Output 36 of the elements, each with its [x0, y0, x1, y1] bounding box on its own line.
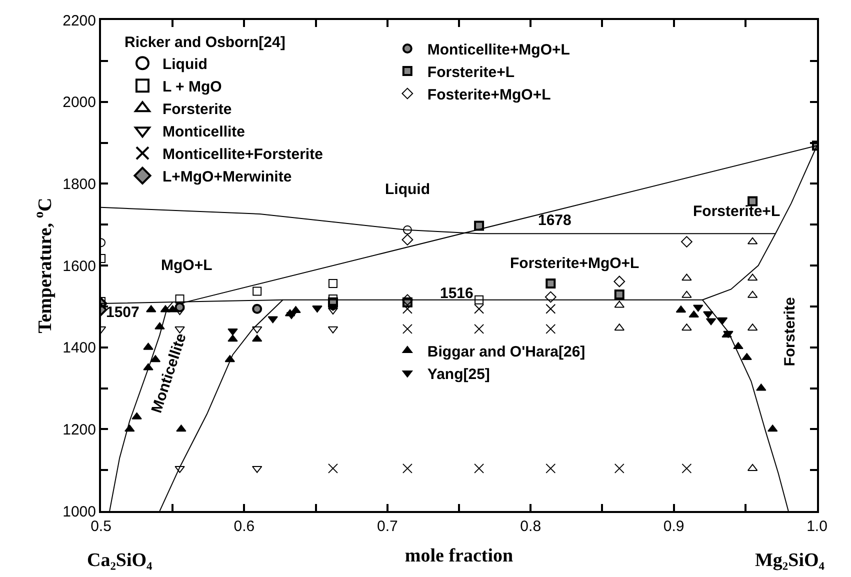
annotation: Forsterite — [782, 297, 799, 366]
annotation: 1516 — [440, 285, 474, 302]
annotation: Liquid — [385, 181, 430, 198]
legend-label: L+MgO+Merwinite — [162, 168, 292, 186]
legend-label: Monticellite+MgO+L — [427, 41, 570, 58]
y-tick-label: 2200 — [62, 12, 96, 30]
annotation: MgO+L — [161, 257, 212, 274]
legend-label: Forsterite+L — [427, 64, 515, 81]
legend-label: Fosterite+MgO+L — [427, 86, 551, 104]
x-tick-label: 0.7 — [376, 518, 398, 535]
legend-label: Liquid — [162, 56, 208, 73]
x-tick-label: 0.5 — [90, 518, 112, 535]
y-tick-label: 2000 — [62, 94, 96, 112]
text: Mg₂SiO₄ — [755, 550, 825, 571]
legend-label: Monticellite — [162, 123, 245, 140]
y-tick-label: 1400 — [62, 340, 96, 357]
legend-title: Ricker and Osborn[24] — [124, 34, 286, 51]
legend-label: L + MgO — [162, 78, 222, 96]
legend-label: Monticellite+Forsterite — [162, 146, 323, 163]
annotation: Forsterite+MgO+L — [510, 255, 640, 272]
annotation: Forsterite+L — [693, 203, 780, 220]
annotation: 1678 — [538, 212, 572, 229]
x-tick-label: 0.9 — [663, 518, 684, 535]
annotation: 1507 — [106, 304, 140, 321]
y-tick-label: 1800 — [62, 176, 96, 193]
x-tick-label: 0.8 — [520, 518, 542, 535]
y-tick-label: 1000 — [62, 503, 96, 520]
text: Ca₂SiO₄ — [87, 550, 153, 571]
y-tick-label: 1600 — [62, 258, 96, 275]
legend-label: Biggar and O'Hara[26] — [427, 343, 586, 360]
legend-label: Forsterite — [162, 100, 232, 118]
legend-label: Yang[25] — [427, 366, 490, 383]
x-tick-label: 1.0 — [806, 518, 828, 535]
x-axis-title: mole fraction — [404, 545, 514, 566]
y-tick-label: 1200 — [62, 421, 96, 438]
x-tick-label: 0.6 — [234, 518, 255, 535]
